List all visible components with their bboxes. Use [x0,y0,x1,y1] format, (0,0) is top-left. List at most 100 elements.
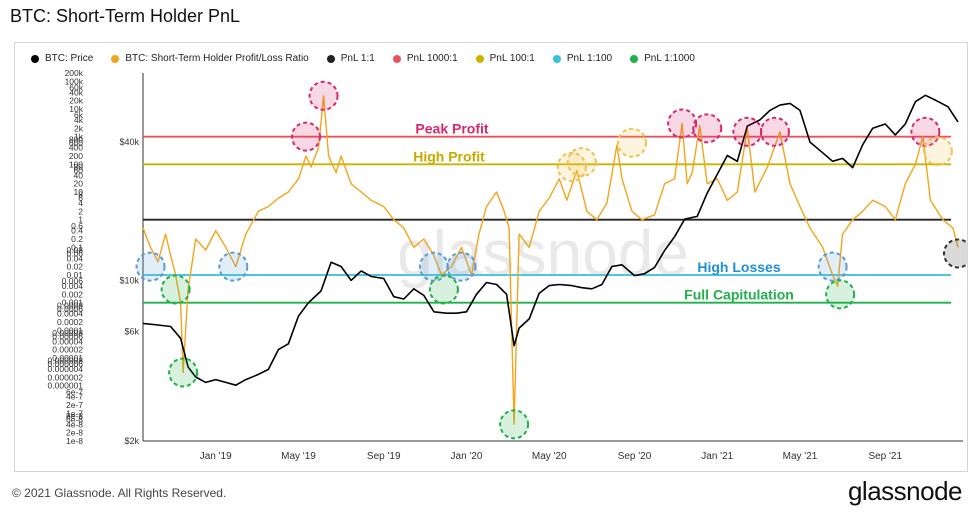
y-tick-label: 1e-8 [66,436,83,446]
y-tick-label: 0.08 [66,245,83,255]
y-tick-label: 2k [74,123,84,133]
y-tick-label: 2 [78,206,83,216]
x-tick-label: May '21 [783,451,818,462]
highlight-marker [732,116,763,147]
y-tick-label: 1 [78,215,83,225]
highlight-marker [556,152,587,183]
legend-label: PnL 100:1 [489,53,535,64]
y-tick-label: 0.000002 [48,372,84,382]
y-tick-label: 0.001 [62,298,84,308]
y-tick-label: 6 [78,193,83,203]
legend-label: PnL 1:1 [340,53,375,64]
highlight-marker [922,136,953,167]
y-tick-label: 0.00004 [52,336,83,346]
y-tick-label: 200k [65,68,84,78]
x-tick-label: Sep '21 [868,451,902,462]
chart-panel: BTC: Price BTC: Short-Term Holder Profit… [14,42,968,472]
highlight-marker [290,121,321,152]
highlight-marker [218,251,249,282]
highlight-marker [160,274,191,305]
legend-dot [111,54,120,63]
y-tick-label: 0.04 [66,253,83,263]
legend-item-pnl-1-1000[interactable]: PnL 1:1000 [630,53,695,64]
y-tick-label: 6e-8 [66,414,83,424]
legend-label: PnL 1000:1 [406,53,458,64]
zone-annotation: High Losses [697,259,780,275]
price-tick-label: $10k [119,275,139,285]
y-tick-label: 800 [69,134,83,144]
y-tick-label: 4k [74,115,84,125]
y-tick-label: 0.00006 [52,331,83,341]
y-tick-label: 2e-7 [66,400,83,410]
highlight-marker [616,127,647,158]
legend-item-pnl-1-100[interactable]: PnL 1:100 [552,53,612,64]
highlight-marker [135,251,166,282]
highlight-marker [759,116,790,147]
highlight-marker [667,108,698,139]
series-line-btc-price [142,94,959,386]
y-tick-label: 10k [69,104,83,114]
series-line-sth-pnl-ratio [142,95,959,425]
legend-label: PnL 1:1000 [644,53,695,64]
y-tick-label: 0.1 [71,242,83,252]
legend-label: BTC: Short-Term Holder Profit/Loss Ratio [125,53,309,64]
y-tick-label: 0.0006 [57,304,83,314]
y-tick-label: 0.06 [66,248,83,258]
y-tick-label: 400 [69,143,83,153]
y-tick-label: 40k [69,87,83,97]
y-tick-label: 0.002 [62,289,84,299]
y-tick-label: 0.000001 [48,381,84,391]
y-tick-label: 60k [69,82,83,92]
legend: BTC: Price BTC: Short-Term Holder Profit… [31,53,695,64]
highlight-marker [168,357,199,388]
highlight-marker [428,274,459,305]
y-tick-label: 4e-8 [66,419,83,429]
highlight-marker [566,147,597,178]
y-tick-label: 60 [74,165,84,175]
y-tick-label: 0.2 [71,234,83,244]
legend-item-pnl-100-1[interactable]: PnL 100:1 [475,53,535,64]
legend-item-pnl-1-1[interactable]: PnL 1:1 [326,53,375,64]
copyright-footer: © 2021 Glassnode. All Rights Reserved. [12,486,227,500]
y-tick-label: 0.0004 [57,309,83,319]
y-tick-label: 0.0008 [57,300,83,310]
highlight-marker [825,279,856,310]
y-tick-label: 0.000004 [48,364,84,374]
chart-title: BTC: Short-Term Holder PnL [10,6,241,26]
y-tick-label: 0.000008 [48,356,84,366]
legend-item-price[interactable]: BTC: Price [31,53,93,64]
y-tick-label: 0.0002 [57,317,83,327]
y-tick-label: 0.00002 [52,345,83,355]
y-tick-label: 1k [74,132,84,142]
y-tick-label: 40 [74,170,84,180]
legend-dot [392,54,401,63]
legend-item-pnl-1000-1[interactable]: PnL 1000:1 [392,53,458,64]
x-tick-label: May '20 [532,451,567,462]
x-tick-label: Jan '19 [200,451,232,462]
zone-annotation: Full Capitulation [684,287,794,303]
price-tick-label: $2k [124,436,139,446]
y-tick-label: 0.00001 [52,353,83,363]
y-tick-label: 0.000006 [48,359,84,369]
y-tick-label: 2e-8 [66,428,83,438]
legend-dot [552,54,561,63]
y-tick-label: 8e-8 [66,411,83,421]
highlight-marker [308,80,339,111]
y-tick-label: 0.6 [71,221,83,231]
y-tick-label: 600 [69,138,83,148]
y-tick-label: 6k [74,110,84,120]
legend-item-sth-ratio[interactable]: BTC: Short-Term Holder Profit/Loss Ratio [111,53,309,64]
zone-annotation: Peak Profit [415,121,488,137]
y-tick-label: 100k [65,76,84,86]
y-tick-label: 8 [78,190,83,200]
highlight-marker [817,251,848,282]
legend-dot [31,54,39,63]
chart-svg: glassnode200k100k60k40k20k10k6k4k2k1k800… [48,68,967,462]
price-tick-label: $6k [124,326,139,336]
y-tick-label: 4e-7 [66,392,83,402]
x-tick-label: Jan '21 [701,451,733,462]
y-tick-label: 0.0001 [57,325,83,335]
y-tick-label: 0.4 [71,226,83,236]
x-tick-label: Sep '19 [367,451,401,462]
y-tick-label: 6e-7 [66,387,83,397]
